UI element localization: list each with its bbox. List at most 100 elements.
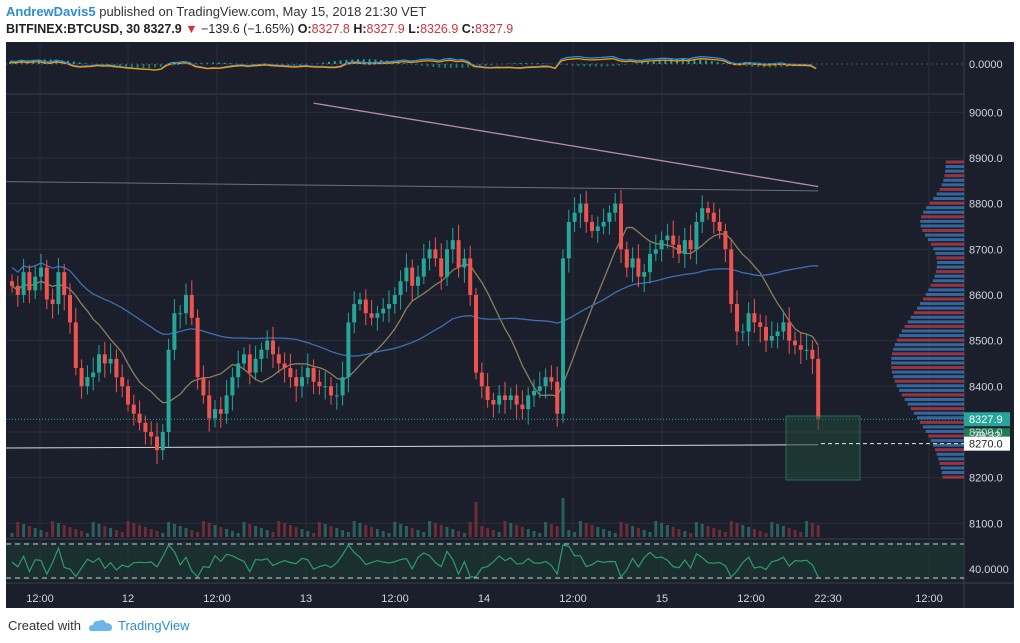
tradingview-link[interactable]: TradingView <box>118 618 190 633</box>
volume-bar <box>509 523 513 537</box>
volume-profile-bar <box>922 229 964 233</box>
volume-bar <box>143 527 147 537</box>
candle-body <box>329 386 333 396</box>
candle-body <box>265 340 270 350</box>
volume-bar <box>578 521 582 537</box>
candle-body <box>816 358 821 420</box>
volume-bar <box>694 522 698 537</box>
time-tick-label: 14 <box>478 593 490 605</box>
volume-bar <box>590 525 594 537</box>
candle-body <box>769 336 774 341</box>
author-link[interactable]: AndrewDavis5 <box>6 4 96 19</box>
volume-bar <box>323 524 327 537</box>
volume-profile-bar <box>894 379 964 383</box>
volume-profile-bar <box>893 375 964 379</box>
volume-bar <box>526 529 530 537</box>
volume-profile-bar <box>936 192 964 196</box>
volume-profile-bar <box>940 466 964 470</box>
volume-bar <box>700 524 704 537</box>
volume-bar <box>683 531 687 537</box>
volume-profile-bar <box>891 361 964 365</box>
volume-profile-bar <box>924 233 964 237</box>
candle-body <box>91 372 96 378</box>
volume-bar <box>428 521 432 537</box>
candle-body <box>659 240 664 250</box>
volume-bar <box>636 528 640 537</box>
candle-body <box>184 294 188 314</box>
volume-profile-bar <box>899 388 964 392</box>
candle-body <box>723 231 728 250</box>
volume-profile-bar <box>891 366 964 370</box>
volume-profile-bar <box>922 425 964 429</box>
candle-body <box>340 377 345 396</box>
volume-bar <box>677 529 681 537</box>
candle-body <box>450 240 455 250</box>
volume-bar <box>248 524 252 537</box>
volume-bar <box>468 522 472 537</box>
volume-bar <box>515 525 519 537</box>
volume-profile-bar <box>939 461 964 465</box>
volume-profile-bar <box>907 402 964 406</box>
volume-profile-bar <box>943 178 964 182</box>
volume-bar <box>410 528 414 537</box>
volume-bar <box>805 521 809 537</box>
candle-body <box>775 331 780 337</box>
volume-bar <box>288 525 292 537</box>
volume-bar <box>781 526 785 537</box>
volume-bar <box>399 524 403 537</box>
published-text: published on TradingView.com, May 15, 20… <box>99 4 427 19</box>
volume-bar <box>39 530 43 537</box>
volume-profile-bar <box>899 334 964 338</box>
volume-bar <box>91 522 95 537</box>
volume-bar <box>45 532 49 537</box>
candle-body <box>85 377 90 387</box>
price-tick-label: 8400.0 <box>969 381 1003 393</box>
candle-body <box>114 358 119 378</box>
candle-body <box>398 281 403 295</box>
price-tick-label: 8200.0 <box>969 473 1003 485</box>
time-tick-label: 12:00 <box>203 593 231 605</box>
candle-body <box>305 368 310 378</box>
candle-body <box>456 240 461 268</box>
candle-body <box>578 203 583 213</box>
ma-mid-line <box>11 262 819 357</box>
candle-body <box>752 313 757 323</box>
volume-bar <box>393 522 397 537</box>
volume-bar <box>10 533 14 537</box>
candle-body <box>537 386 542 391</box>
volume-bar <box>335 528 339 537</box>
price-axis[interactable]: 9000.0 8900.0 8800.0 8700.0 8600.0 8500.0 8400… <box>969 59 1009 576</box>
volume-profile <box>891 160 964 479</box>
price-tick-label: 8600.0 <box>969 290 1003 302</box>
time-axis[interactable]: 12:00 12 12:00 13 12:00 14 12:00 15 12:00 22:30 12… <box>26 593 943 605</box>
candle-body <box>740 331 745 333</box>
volume-bar <box>486 528 490 537</box>
volume-profile-bar <box>936 265 964 269</box>
candle-body <box>735 304 739 332</box>
volume-bar <box>114 530 118 537</box>
volume-bar <box>787 528 791 537</box>
price-tick-label: 8700.0 <box>969 244 1003 256</box>
high-value: 8327.9 <box>366 22 405 36</box>
publish-line: AndrewDavis5 published on TradingView.co… <box>6 4 426 19</box>
volume-bar <box>62 525 66 537</box>
candle-body <box>468 258 473 295</box>
volume-profile-bar <box>920 420 964 424</box>
volume-bar <box>491 530 495 537</box>
volume-bar <box>799 532 803 537</box>
candle-body <box>729 249 734 305</box>
volume-bar <box>596 527 600 537</box>
candle-body <box>630 258 635 268</box>
time-tick-label: 12 <box>122 593 134 605</box>
candle-body <box>189 294 194 318</box>
candle-body <box>224 395 229 414</box>
volume-bar <box>793 530 797 537</box>
volume-profile-bar <box>916 416 964 420</box>
volume-bar <box>201 521 205 537</box>
grid <box>6 42 1014 608</box>
volume-bar <box>416 530 420 537</box>
candle-body <box>746 313 751 332</box>
symbol-label: BITFINEX:BTCUSD, 30 <box>6 22 141 36</box>
